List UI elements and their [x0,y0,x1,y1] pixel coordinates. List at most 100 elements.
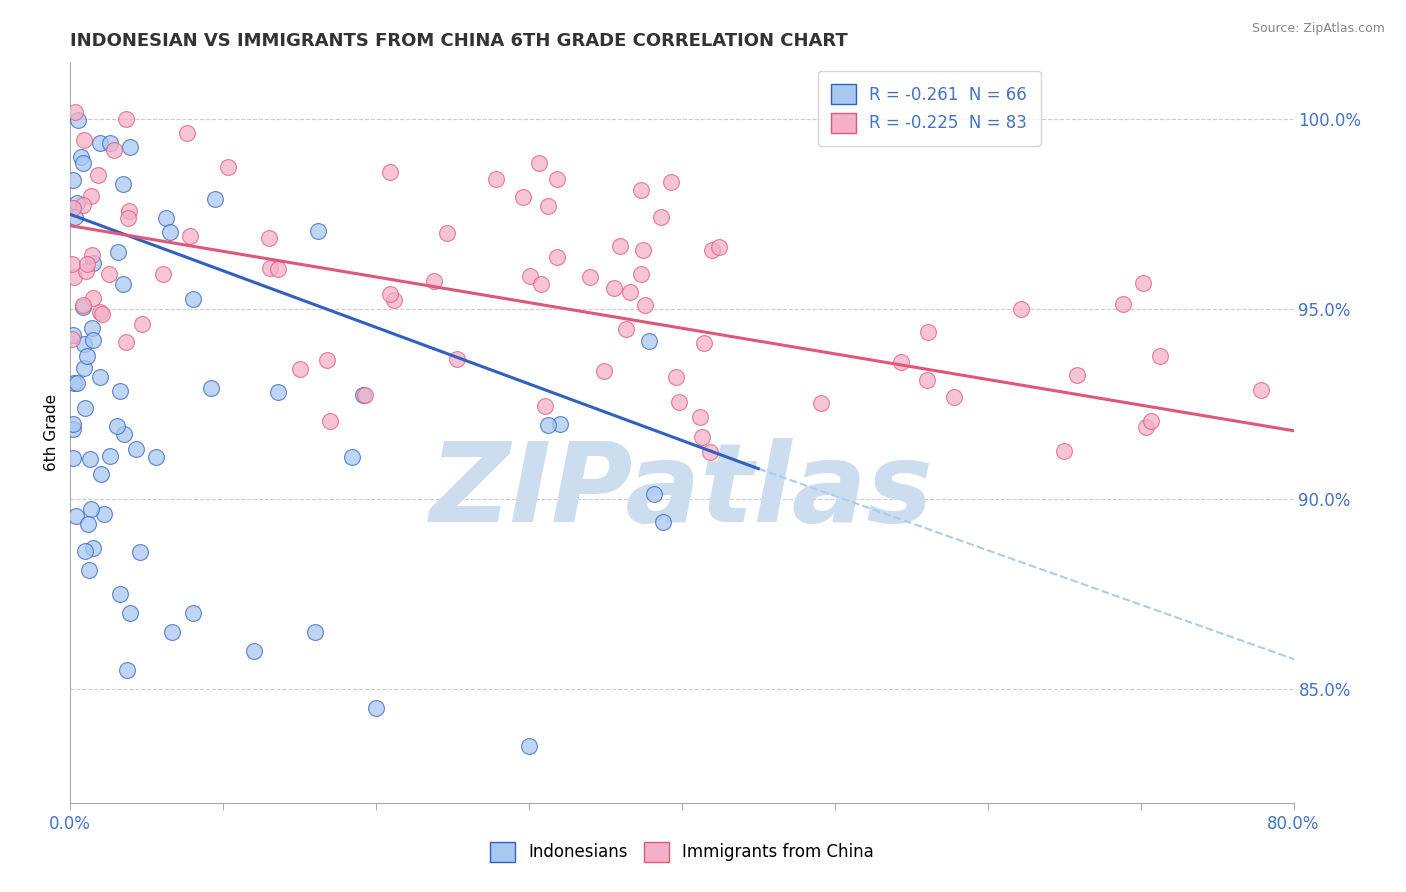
Point [619,285,641,299]
Point [603,281,626,295]
Point [659,175,682,189]
Point [267,262,290,277]
Point [546,171,568,186]
Text: ZIPatlas: ZIPatlas [430,438,934,545]
Point [217,160,239,174]
Point [89,136,111,151]
Point [87,168,110,182]
Point [91,307,114,321]
Point [690,430,713,444]
Point [1135,420,1157,434]
Point [114,335,136,350]
Point [82,248,104,262]
Point [693,335,716,350]
Point [700,243,723,257]
Point [98,449,121,463]
Point [664,370,686,384]
Point [110,587,132,601]
Point [152,267,174,281]
Point [62,422,84,436]
Point [512,190,534,204]
Point [82,334,104,348]
Point [117,663,139,677]
Point [98,136,121,150]
Point [593,364,616,378]
Point [62,376,84,390]
Point [110,384,132,398]
Point [340,450,363,465]
Point [633,298,655,312]
Point [65,508,87,523]
Point [609,239,631,253]
Point [118,140,141,154]
Point [650,211,672,225]
Point [93,507,115,521]
Point [160,624,183,639]
Point [62,450,84,465]
Point [103,143,125,157]
Point [117,204,139,219]
Point [200,381,222,395]
Point [62,417,84,431]
Point [179,229,201,244]
Point [128,545,150,559]
Point [1010,301,1032,316]
Point [353,388,375,402]
Point [60,332,83,346]
Text: INDONESIAN VS IMMIGRANTS FROM CHINA 6TH GRADE CORRELATION CHART: INDONESIAN VS IMMIGRANTS FROM CHINA 6TH … [70,32,848,50]
Point [290,361,312,376]
Point [519,268,541,283]
Point [73,543,96,558]
Point [436,227,458,241]
Point [668,395,690,409]
Point [915,373,938,387]
Point [131,317,153,331]
Text: Source: ZipAtlas.com: Source: ZipAtlas.com [1251,22,1385,36]
Point [117,211,139,225]
Point [90,467,112,482]
Point [73,133,96,147]
Point [76,516,98,531]
Point [77,563,100,577]
Point [79,451,101,466]
Point [72,300,94,314]
Point [517,739,540,753]
Point [82,256,104,270]
Point [176,126,198,140]
Point [257,231,280,245]
Point [105,419,128,434]
Point [689,410,711,425]
Point [631,243,654,257]
Point [159,225,181,239]
Point [145,450,167,464]
Point [63,270,86,285]
Point [65,196,87,211]
Point [118,606,141,620]
Point [1250,383,1272,397]
Point [548,417,571,431]
Point [62,201,84,215]
Point [75,401,97,415]
Point [485,172,508,186]
Legend: Indonesians, Immigrants from China: Indonesians, Immigrants from China [482,835,882,869]
Point [1139,414,1161,428]
Point [111,178,134,192]
Point [307,224,329,238]
Point [942,390,965,404]
Point [125,442,148,456]
Point [80,189,103,203]
Point [637,334,659,349]
Point [446,352,468,367]
Point [267,385,290,400]
Point [652,515,675,529]
Point [378,287,401,301]
Point [304,624,326,639]
Point [62,328,84,343]
Point [89,305,111,319]
Point [72,198,94,212]
Point [107,244,129,259]
Point [579,270,602,285]
Point [73,337,96,351]
Point [530,277,553,291]
Point [630,182,652,196]
